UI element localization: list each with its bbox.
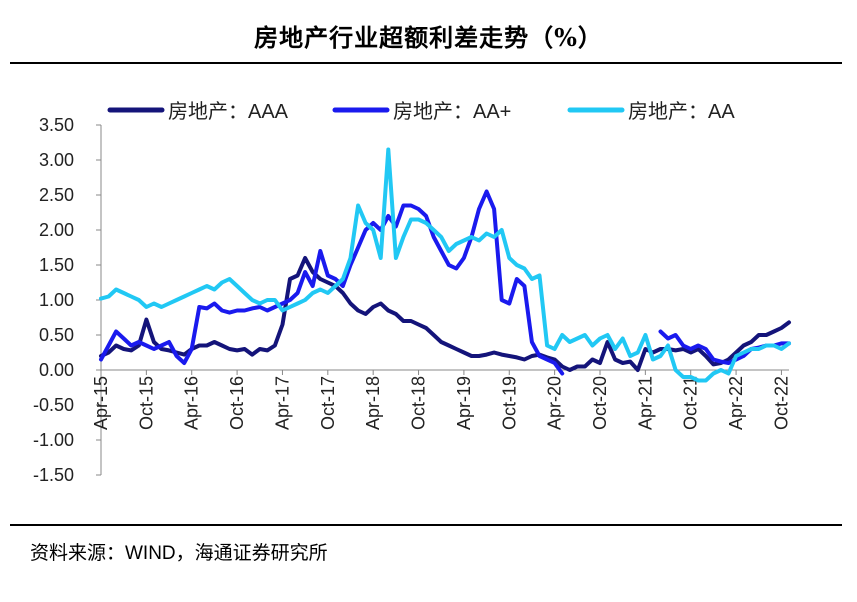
x-tick-label: Oct-18 — [409, 376, 429, 430]
line-chart: 房地产：AAA 房地产：AA+ 房地产：AA 3.50 3.00 2.50 2.00 1.5… — [33, 100, 791, 485]
x-tick-label: Apr-17 — [272, 376, 292, 430]
x-tick-label: Apr-15 — [91, 376, 111, 430]
y-tick-label: 3.50 — [39, 115, 74, 135]
x-tick-label: Oct-15 — [136, 376, 156, 430]
x-tick-label: Apr-19 — [454, 376, 474, 430]
y-tick-label: -1.50 — [33, 465, 74, 485]
chart-series — [99, 147, 791, 383]
y-tick-label: 0.00 — [39, 360, 74, 380]
y-tick-label: 2.50 — [39, 185, 74, 205]
x-tick-label: Apr-20 — [545, 376, 565, 430]
x-tick-label: Oct-16 — [227, 376, 247, 430]
y-tick-label: -0.50 — [33, 395, 74, 415]
source-note: 资料来源：WIND，海通证券研究所 — [30, 543, 328, 564]
chart-axes: 3.50 3.00 2.50 2.00 1.50 1.00 0.50 0.00 -0.50 -1.… — [33, 115, 791, 485]
legend-label-1: 房地产：AAA — [168, 100, 289, 123]
series-line-2 — [99, 189, 565, 376]
x-tick-label: Apr-16 — [182, 376, 202, 430]
x-tick-label: Apr-21 — [635, 376, 655, 430]
x-tick-label: Oct-19 — [499, 376, 519, 430]
y-tick-label: 0.50 — [39, 325, 74, 345]
y-tick-label: 1.00 — [39, 290, 74, 310]
chart-title: 房地产行业超额利差走势（%） — [254, 23, 603, 52]
y-tick-label: 2.00 — [39, 220, 74, 240]
x-tick-label: Apr-22 — [726, 376, 746, 430]
x-tick-label: Oct-17 — [318, 376, 338, 430]
x-tick-label: Oct-22 — [771, 376, 791, 430]
legend-label-3: 房地产：AA — [628, 100, 735, 123]
x-tick-label: Oct-21 — [681, 376, 701, 430]
title-divider — [10, 62, 842, 64]
series-line-3 — [99, 147, 791, 383]
x-tick-label: Oct-20 — [590, 376, 610, 430]
legend-label-2: 房地产：AA+ — [393, 100, 511, 123]
y-tick-label: 1.50 — [39, 255, 74, 275]
series-line-1 — [99, 256, 791, 372]
y-tick-label: 3.00 — [39, 150, 74, 170]
chart-legend: 房地产：AAA 房地产：AA+ 房地产：AA — [107, 100, 735, 123]
source-divider — [10, 524, 842, 526]
x-tick-label: Apr-18 — [363, 376, 383, 430]
y-tick-label: -1.00 — [33, 430, 74, 450]
